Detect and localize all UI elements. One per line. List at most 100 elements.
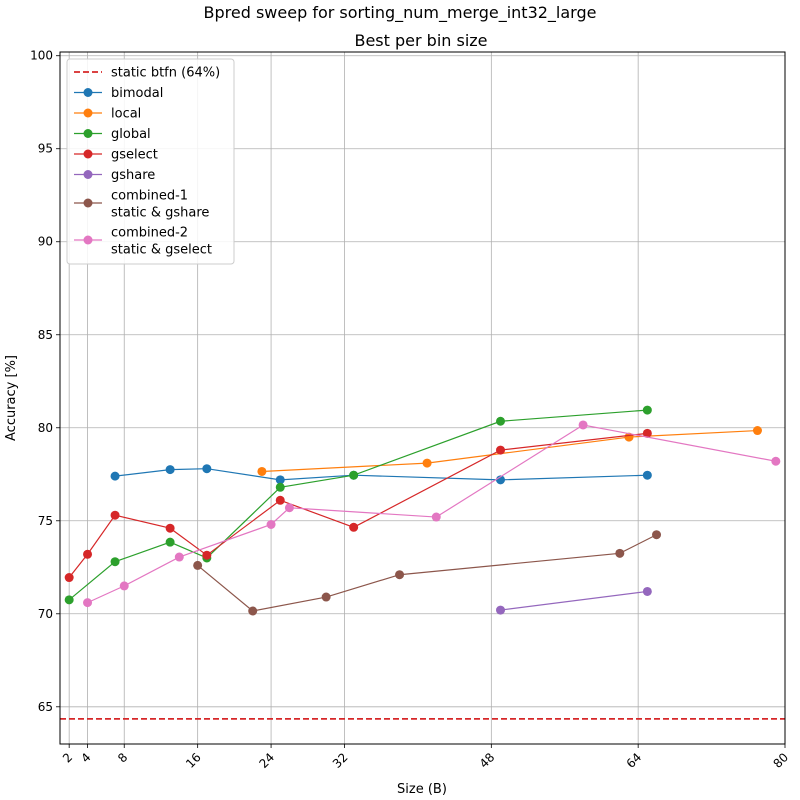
legend-marker bbox=[83, 108, 93, 118]
series-line bbox=[197, 534, 657, 612]
x-tick-label: 80 bbox=[770, 750, 791, 771]
legend-marker bbox=[83, 235, 93, 245]
series-line bbox=[87, 424, 776, 604]
data-point bbox=[275, 482, 285, 492]
legend-label: static & gshare bbox=[111, 206, 209, 221]
y-axis-label: Accuracy [%] bbox=[4, 355, 19, 441]
data-point bbox=[615, 548, 625, 558]
data-point bbox=[496, 416, 506, 426]
legend-item: static btfn (64%) bbox=[74, 66, 220, 81]
legend-item: global bbox=[74, 127, 151, 142]
data-point bbox=[165, 523, 175, 533]
series-combined-1 bbox=[193, 530, 662, 616]
data-point bbox=[771, 456, 781, 466]
data-point bbox=[110, 471, 120, 481]
data-point bbox=[349, 470, 359, 480]
legend-label: local bbox=[111, 107, 141, 122]
y-tick-label: 100 bbox=[30, 49, 53, 63]
x-tick-label: 4 bbox=[78, 750, 93, 765]
series-gshare bbox=[496, 586, 652, 615]
data-point bbox=[395, 570, 405, 580]
legend-item: combined-1 static & gshare bbox=[74, 189, 209, 221]
data-point bbox=[642, 586, 652, 596]
data-point bbox=[110, 510, 120, 520]
legend-item: bimodal bbox=[74, 86, 163, 101]
data-point bbox=[652, 530, 662, 540]
data-point bbox=[496, 605, 506, 615]
x-tick-label: 48 bbox=[477, 750, 498, 771]
series-combined-2 bbox=[83, 420, 781, 608]
legend-item: gselect bbox=[74, 148, 158, 163]
x-tick-label: 2 bbox=[60, 750, 75, 765]
series-line bbox=[261, 429, 758, 473]
data-point bbox=[83, 598, 93, 608]
data-point bbox=[83, 549, 93, 559]
legend-marker bbox=[83, 198, 93, 208]
data-point bbox=[349, 522, 359, 532]
data-point bbox=[578, 420, 588, 430]
data-point bbox=[174, 552, 184, 562]
chart-title: Bpred sweep for sorting_num_merge_int32_… bbox=[204, 3, 597, 23]
y-tick-label: 65 bbox=[38, 700, 53, 714]
data-point bbox=[642, 470, 652, 480]
legend-item: local bbox=[74, 107, 141, 122]
series-group bbox=[64, 405, 781, 616]
legend-marker bbox=[83, 88, 93, 97]
data-point bbox=[202, 550, 212, 560]
legend-label: global bbox=[111, 127, 151, 142]
y-tick-label: 70 bbox=[38, 607, 53, 621]
y-tick-label: 90 bbox=[38, 235, 53, 249]
data-point bbox=[431, 512, 441, 522]
data-point bbox=[64, 595, 74, 605]
legend-label: static btfn (64%) bbox=[111, 66, 220, 81]
y-tick-label: 75 bbox=[38, 514, 53, 528]
data-point bbox=[496, 445, 506, 455]
data-point bbox=[422, 458, 432, 468]
legend-item: combined-2 static & gselect bbox=[74, 226, 212, 258]
x-axis: 2 4 8 16 24 32 48 64 80 bbox=[60, 744, 791, 771]
legend-label: gshare bbox=[111, 168, 155, 183]
chart-subtitle: Best per bin size bbox=[354, 31, 487, 50]
legend-box bbox=[66, 58, 235, 265]
legend-label: combined-1 bbox=[111, 189, 188, 204]
data-point bbox=[321, 592, 331, 602]
x-tick-label: 64 bbox=[624, 750, 645, 771]
data-point bbox=[110, 557, 120, 567]
data-point bbox=[275, 495, 285, 505]
legend-label: static & gselect bbox=[111, 243, 212, 258]
data-point bbox=[119, 581, 129, 591]
y-axis: 65 70 75 80 85 90 95 100 bbox=[30, 49, 60, 714]
data-point bbox=[275, 475, 285, 485]
data-point bbox=[64, 573, 74, 583]
x-tick-label: 8 bbox=[115, 750, 130, 765]
legend-label: combined-2 bbox=[111, 226, 188, 241]
x-tick-label: 16 bbox=[183, 750, 204, 771]
x-tick-label: 32 bbox=[330, 750, 351, 771]
legend-label: gselect bbox=[111, 148, 158, 163]
y-tick-label: 95 bbox=[38, 142, 53, 156]
y-tick-label: 85 bbox=[38, 328, 53, 342]
x-axis-label: Size (B) bbox=[397, 782, 447, 797]
data-point bbox=[202, 464, 212, 474]
data-point bbox=[165, 465, 175, 475]
data-point bbox=[642, 405, 652, 415]
legend-item: gshare bbox=[74, 168, 155, 183]
legend-label: bimodal bbox=[111, 86, 163, 101]
data-point bbox=[165, 537, 175, 547]
legend-marker bbox=[83, 129, 93, 138]
x-tick-label: 24 bbox=[256, 750, 277, 771]
data-point bbox=[752, 426, 762, 436]
legend-marker bbox=[83, 149, 93, 159]
data-point bbox=[284, 503, 294, 513]
legend: static btfn (64%) bimodal local global gsele… bbox=[66, 58, 235, 265]
data-point bbox=[193, 560, 203, 570]
series-line bbox=[68, 409, 648, 601]
y-tick-label: 80 bbox=[38, 421, 53, 435]
data-point bbox=[266, 519, 276, 529]
plot-frame bbox=[59, 51, 786, 745]
data-point bbox=[642, 428, 652, 438]
series-line bbox=[500, 590, 648, 611]
data-point bbox=[248, 606, 258, 616]
legend-marker bbox=[83, 170, 93, 179]
